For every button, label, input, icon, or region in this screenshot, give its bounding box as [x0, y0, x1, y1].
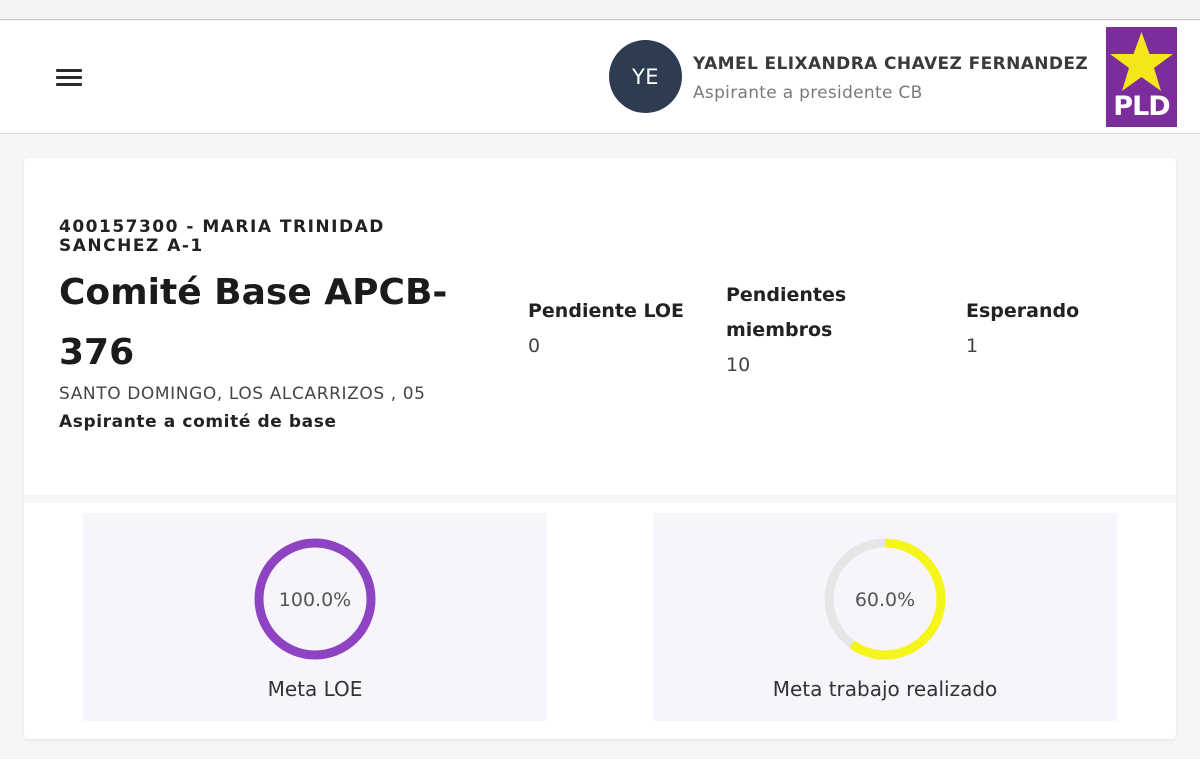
committee-location: SANTO DOMINGO, LOS ALCARRIZOS , 05: [59, 384, 426, 404]
star-icon: [1110, 32, 1173, 91]
committee-card: 400157300 - MARIA TRINIDAD SANCHEZ A-1 C…: [24, 158, 1176, 739]
progress-ring: [824, 538, 946, 660]
stat-pendientes-miembros: Pendientes miembros 10: [726, 278, 856, 383]
gauge-meta-trabajo: 60.0% Meta trabajo realizado: [653, 513, 1117, 721]
committee-code: 400157300 - MARIA TRINIDAD SANCHEZ A-1: [59, 217, 385, 256]
stat-value: 10: [726, 354, 751, 376]
gauge-percent: 60.0%: [854, 589, 916, 611]
stat-label: Pendiente LOE: [528, 300, 685, 322]
committee-info: 400157300 - MARIA TRINIDAD SANCHEZ A-1 C…: [24, 158, 1176, 495]
progress-ring: [254, 538, 376, 660]
divider: [24, 495, 1176, 503]
gauge-percent: 100.0%: [278, 589, 352, 611]
user-role: Aspirante a presidente CB: [693, 83, 923, 103]
gauge-label: Meta LOE: [267, 677, 363, 701]
committee-subtitle: Aspirante a comité de base: [59, 412, 337, 432]
ring-fill: [254, 538, 376, 660]
ring-fill: [824, 538, 946, 660]
stat-label: Esperando: [966, 300, 1080, 322]
gauge-meta-loe: 100.0% Meta LOE: [83, 513, 547, 721]
avatar[interactable]: YE: [609, 40, 682, 113]
stat-label: Pendientes miembros: [726, 284, 847, 341]
stat-pendiente-loe: Pendiente LOE 0: [528, 294, 684, 364]
hamburger-menu-icon[interactable]: [54, 66, 84, 90]
stat-value: 0: [528, 335, 541, 357]
pld-logo: PLD: [1106, 27, 1177, 127]
committee-title: Comité Base APCB-376: [59, 272, 448, 373]
stat-value: 1: [966, 335, 979, 357]
app-header: YE YAMEL ELIXANDRA CHAVEZ FERNANDEZ Aspi…: [0, 21, 1200, 134]
stat-esperando: Esperando 1: [966, 294, 1079, 364]
browser-top-strip: [0, 0, 1200, 20]
logo-text: PLD: [1113, 91, 1170, 122]
user-name: YAMEL ELIXANDRA CHAVEZ FERNANDEZ: [693, 54, 1089, 74]
gauge-label: Meta trabajo realizado: [772, 677, 998, 701]
